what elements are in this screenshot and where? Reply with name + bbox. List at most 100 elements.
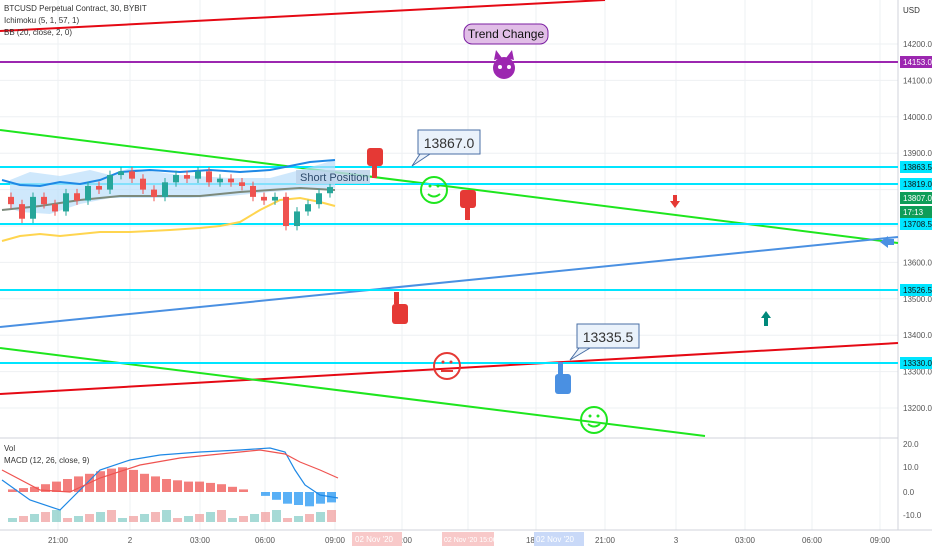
volume-bar xyxy=(19,516,28,522)
bb-upper xyxy=(1,159,336,188)
macd-histogram xyxy=(8,467,336,522)
hand-down-icon xyxy=(460,190,476,220)
macd-bar xyxy=(19,488,28,492)
arrow-up-icon xyxy=(761,311,771,326)
price-tick-label: 14200.0 xyxy=(903,40,932,49)
volume-bar xyxy=(272,510,281,522)
smiley-icon xyxy=(420,176,448,204)
macd-bar xyxy=(74,476,83,492)
macd-bar xyxy=(129,469,138,492)
ichimoku-legend[interactable]: Ichimoku (5, 1, 57, 1) xyxy=(4,16,80,25)
time-tick-label: 06:00 xyxy=(802,536,823,545)
price-tick-label: 13600.0 xyxy=(903,258,932,267)
price-tag xyxy=(900,218,932,230)
macd-bar xyxy=(272,492,281,500)
candle-body xyxy=(74,193,80,201)
volume-bar xyxy=(129,516,138,522)
macd-bar xyxy=(228,486,237,492)
macd-tick-label: 0.0 xyxy=(903,488,915,497)
volume-bar xyxy=(41,512,50,522)
price-tag-label: 13819.0 xyxy=(903,180,932,189)
macd-legend[interactable]: MACD (12, 26, close, 9) xyxy=(4,456,90,465)
candle-body xyxy=(173,175,179,183)
volume-bar xyxy=(305,514,314,522)
volume-bar xyxy=(173,518,182,522)
macd-bar xyxy=(195,481,204,492)
callout-high[interactable]: 13867.0 xyxy=(411,129,481,167)
macd-bar xyxy=(151,476,160,492)
macd-bar xyxy=(206,482,215,492)
volume-bar xyxy=(140,514,149,522)
candle-body xyxy=(239,182,245,186)
price-tick-label: 13500.0 xyxy=(903,295,932,304)
volume-bar xyxy=(162,510,171,522)
candle-body xyxy=(85,185,91,201)
trend-change-bubble[interactable]: Trend Change xyxy=(463,23,549,45)
candle-body xyxy=(162,182,168,197)
time-tick-label: 03:00 xyxy=(735,536,756,545)
macd-bar xyxy=(140,473,149,492)
bb-lower xyxy=(1,196,336,242)
time-highlight-labels: 02 Nov '20 02 Nov '20 15:00 02 Nov '20 xyxy=(352,532,584,546)
macd-bar xyxy=(107,468,116,492)
price-tag-label: 13330.0 xyxy=(903,359,932,368)
candle-body xyxy=(195,171,201,179)
candle-body xyxy=(261,196,267,201)
candles[interactable] xyxy=(8,167,333,231)
callout-low-label: 13335.5 xyxy=(583,329,634,345)
time-tick-label: 21:00 xyxy=(595,536,616,545)
volume-bar xyxy=(74,516,83,522)
candle-body xyxy=(316,193,322,205)
blue-trendline[interactable] xyxy=(0,236,899,328)
macd-bar xyxy=(96,471,105,492)
time-tick-label: 03:00 xyxy=(190,536,211,545)
price-tick-label: 13400.0 xyxy=(903,331,932,340)
volume-bar xyxy=(52,510,61,522)
candle-body xyxy=(217,178,223,183)
red-trendline-bottom[interactable] xyxy=(0,342,899,395)
price-tag xyxy=(900,161,932,173)
macd-bar xyxy=(305,492,314,507)
macd-bar xyxy=(294,492,303,505)
green-trendline-lower[interactable] xyxy=(0,347,706,437)
price-tag-label: 13708.5 xyxy=(903,220,932,229)
bb-basis xyxy=(1,186,336,211)
price-tag xyxy=(900,192,932,204)
volume-bar xyxy=(283,518,292,522)
candle-body xyxy=(30,196,36,219)
macd-tick-label: 20.0 xyxy=(903,440,919,449)
volume-bar xyxy=(294,516,303,522)
callout-low[interactable]: 13335.5 xyxy=(569,323,640,361)
volume-bar xyxy=(250,514,259,522)
price-tag-label: 13526.5 xyxy=(903,286,932,295)
arrow-down-icon xyxy=(670,195,680,208)
level-lines[interactable] xyxy=(0,166,898,364)
candle-body xyxy=(63,193,69,212)
macd-axis[interactable]: 20.0 10.0 0.0 -10.0 xyxy=(903,440,922,520)
symbol-legend[interactable]: BTCUSD Perpetual Contract, 30, BYBIT xyxy=(4,4,147,13)
macd-tick-label: 10.0 xyxy=(903,463,919,472)
price-tick-label: 14000.0 xyxy=(903,113,932,122)
red-trendline-top[interactable] xyxy=(0,0,606,32)
volume-bar xyxy=(217,510,226,522)
candle-body xyxy=(140,178,146,190)
volume-bar xyxy=(151,512,160,522)
vol-legend[interactable]: Vol xyxy=(4,444,16,453)
price-tick-label: 13900.0 xyxy=(903,149,932,158)
time-tick-label: 21:00 xyxy=(48,536,69,545)
macd-bar xyxy=(283,492,292,504)
price-tag xyxy=(900,178,932,190)
volume-bar xyxy=(239,516,248,522)
macd-bar xyxy=(52,481,61,492)
candle-body xyxy=(151,189,157,197)
candle-body xyxy=(8,196,14,205)
candle-body xyxy=(206,171,212,183)
macd-bar xyxy=(239,489,248,492)
arrow-left-icon xyxy=(880,236,894,248)
callout-high-label: 13867.0 xyxy=(424,135,475,151)
price-tick-label: 13200.0 xyxy=(903,404,932,413)
short-position-tag[interactable]: Short Position xyxy=(296,170,370,184)
bb-legend[interactable]: BB (20, close, 2, 0) xyxy=(4,28,73,37)
time-tick-label: 3 xyxy=(674,536,679,545)
